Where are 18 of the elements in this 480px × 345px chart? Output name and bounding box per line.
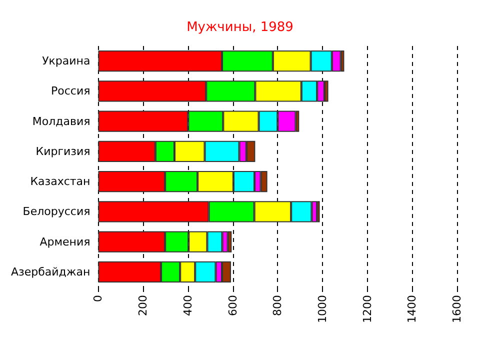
x-tick-label: 400 [181,295,194,316]
y-tick-label: Азербайджан [10,265,90,278]
x-tick-label: 1200 [360,295,374,323]
x-tick-label: 200 [136,295,150,316]
y-tick-label: Украина [42,54,90,68]
chart-title: Мужчины, 1989 [186,20,294,35]
y-tick-label: Белоруссия [22,205,90,218]
y-tick-label: Россия [51,84,90,98]
x-tick-label: 800 [271,295,284,316]
x-tick-label: 1600 [450,295,464,323]
y-tick-label: Киргизия [36,144,90,158]
x-tick-label: 1400 [406,295,419,323]
x-tick-label: 0 [92,295,105,302]
y-tick-label: Молдавия [32,114,90,128]
x-tick-label: 1000 [316,295,329,323]
y-tick-label: Казахстан [30,175,90,188]
x-tick-label: 600 [226,295,240,316]
y-tick-label: Армения [40,235,90,248]
